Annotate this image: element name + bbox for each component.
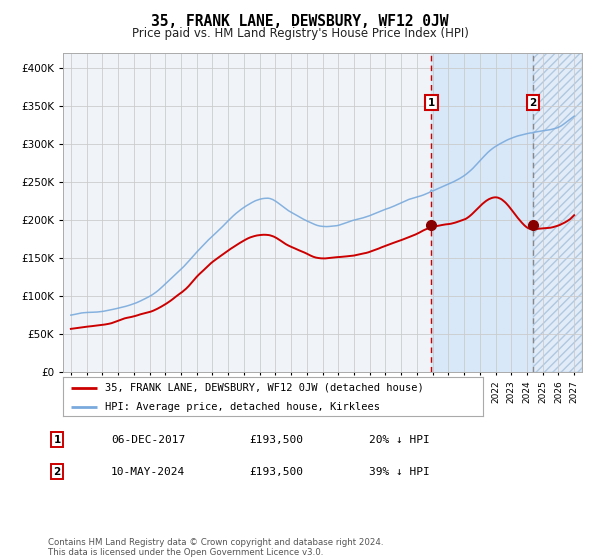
Text: 20% ↓ HPI: 20% ↓ HPI <box>369 435 430 445</box>
Text: 1: 1 <box>53 435 61 445</box>
Text: 10-MAY-2024: 10-MAY-2024 <box>111 466 185 477</box>
Text: 35, FRANK LANE, DEWSBURY, WF12 0JW: 35, FRANK LANE, DEWSBURY, WF12 0JW <box>151 14 449 29</box>
Text: £193,500: £193,500 <box>249 435 303 445</box>
Text: 06-DEC-2017: 06-DEC-2017 <box>111 435 185 445</box>
Text: Price paid vs. HM Land Registry's House Price Index (HPI): Price paid vs. HM Land Registry's House … <box>131 27 469 40</box>
Text: 35, FRANK LANE, DEWSBURY, WF12 0JW (detached house): 35, FRANK LANE, DEWSBURY, WF12 0JW (deta… <box>105 382 424 393</box>
Text: 2: 2 <box>53 466 61 477</box>
Text: 39% ↓ HPI: 39% ↓ HPI <box>369 466 430 477</box>
Text: 2: 2 <box>529 97 536 108</box>
Text: HPI: Average price, detached house, Kirklees: HPI: Average price, detached house, Kirk… <box>105 402 380 412</box>
Bar <box>533 53 582 372</box>
Text: 1: 1 <box>428 97 435 108</box>
Bar <box>533 53 582 372</box>
Bar <box>431 53 533 372</box>
Text: £193,500: £193,500 <box>249 466 303 477</box>
Text: Contains HM Land Registry data © Crown copyright and database right 2024.
This d: Contains HM Land Registry data © Crown c… <box>48 538 383 557</box>
